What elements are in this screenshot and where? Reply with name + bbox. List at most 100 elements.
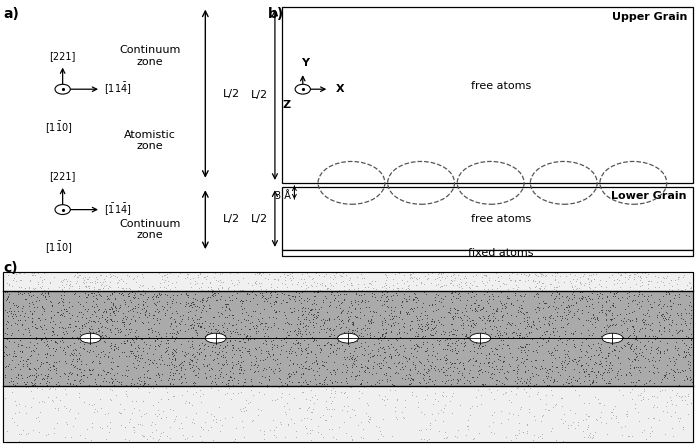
- Point: [499, 301, 510, 308]
- Point: [74, 376, 86, 384]
- Point: [102, 354, 113, 361]
- Point: [26, 314, 37, 321]
- Point: [188, 300, 199, 307]
- Point: [401, 371, 412, 378]
- Point: [507, 328, 519, 335]
- Point: [669, 294, 680, 301]
- Point: [210, 326, 221, 333]
- Point: [320, 270, 331, 277]
- Point: [364, 280, 375, 287]
- Point: [195, 314, 206, 321]
- Point: [75, 368, 86, 376]
- Point: [590, 429, 601, 436]
- Point: [22, 289, 33, 296]
- Point: [176, 425, 187, 432]
- Point: [496, 332, 507, 339]
- Point: [399, 290, 410, 297]
- Point: [24, 284, 35, 291]
- Point: [120, 315, 131, 322]
- Point: [425, 425, 436, 433]
- Point: [413, 403, 424, 410]
- Point: [471, 339, 482, 346]
- Point: [364, 413, 375, 421]
- Point: [212, 332, 223, 339]
- Point: [200, 375, 211, 382]
- Point: [292, 325, 303, 332]
- Point: [467, 323, 478, 330]
- Point: [339, 348, 350, 355]
- Point: [686, 302, 696, 310]
- Point: [313, 311, 324, 318]
- Point: [68, 273, 79, 280]
- Point: [441, 336, 452, 343]
- Point: [636, 275, 647, 282]
- Point: [596, 307, 608, 314]
- Point: [150, 336, 161, 343]
- Point: [583, 432, 594, 439]
- Point: [593, 351, 604, 358]
- Point: [106, 316, 117, 323]
- Point: [214, 287, 225, 294]
- Point: [546, 387, 557, 394]
- Point: [489, 314, 500, 322]
- Point: [626, 340, 638, 347]
- Point: [258, 356, 269, 363]
- Point: [141, 367, 152, 374]
- Point: [282, 319, 293, 326]
- Point: [422, 319, 433, 326]
- Point: [164, 322, 175, 330]
- Point: [376, 293, 387, 301]
- Point: [80, 306, 91, 313]
- Point: [420, 369, 432, 376]
- Point: [484, 355, 495, 362]
- Point: [442, 340, 453, 347]
- Point: [624, 433, 635, 440]
- Point: [100, 370, 111, 377]
- Point: [129, 329, 141, 336]
- Point: [654, 322, 665, 329]
- Point: [574, 391, 585, 398]
- Point: [661, 345, 672, 352]
- Point: [347, 353, 358, 360]
- Point: [564, 307, 576, 314]
- Point: [395, 334, 406, 341]
- Point: [603, 349, 614, 356]
- Point: [433, 340, 444, 347]
- Point: [557, 361, 568, 368]
- Point: [272, 355, 283, 363]
- Point: [647, 404, 658, 411]
- Point: [100, 308, 111, 315]
- Point: [42, 338, 53, 345]
- Point: [77, 371, 88, 378]
- Point: [41, 350, 52, 357]
- Point: [216, 361, 228, 368]
- Point: [172, 330, 183, 337]
- Point: [568, 329, 579, 336]
- Point: [133, 332, 144, 339]
- Point: [587, 377, 599, 384]
- Point: [380, 277, 391, 284]
- Point: [226, 330, 237, 337]
- Point: [663, 355, 674, 362]
- Point: [357, 350, 368, 357]
- Point: [180, 351, 191, 358]
- Point: [391, 284, 402, 291]
- Point: [461, 331, 472, 338]
- Point: [172, 334, 183, 342]
- Point: [217, 351, 228, 359]
- Point: [631, 344, 642, 351]
- Point: [354, 344, 365, 351]
- Point: [331, 288, 342, 295]
- Point: [290, 289, 301, 296]
- Point: [108, 288, 119, 295]
- Point: [500, 388, 512, 396]
- Point: [535, 270, 546, 277]
- Point: [251, 363, 262, 370]
- Point: [93, 318, 104, 325]
- Point: [108, 359, 119, 366]
- Point: [13, 270, 24, 277]
- Point: [630, 343, 641, 350]
- Point: [437, 409, 448, 416]
- Point: [232, 329, 243, 336]
- Point: [310, 319, 321, 326]
